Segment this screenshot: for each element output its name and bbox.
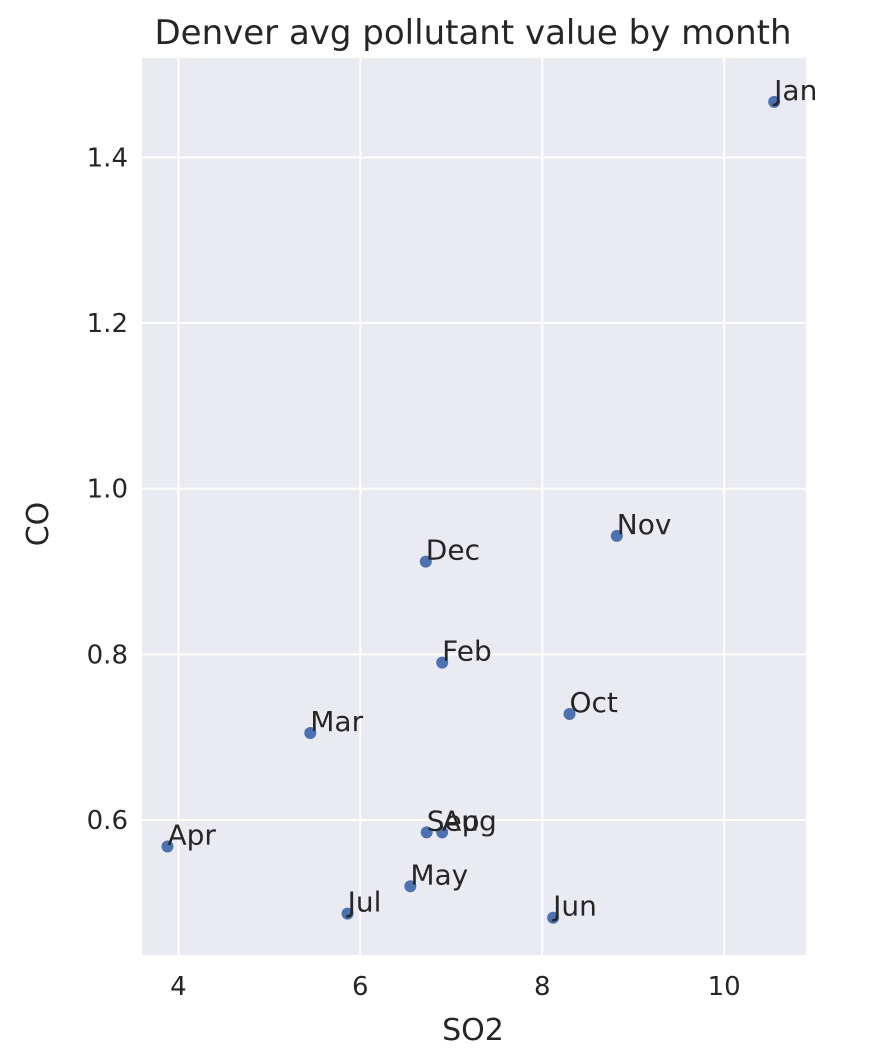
point-label-feb: Feb [442, 635, 492, 668]
x-axis-label: SO2 [442, 1013, 504, 1048]
y-tick-label: 1.4 [87, 143, 128, 173]
y-tick-label: 0.6 [87, 806, 128, 836]
point-label-aug: Aug [442, 804, 497, 837]
grid [142, 58, 806, 955]
data-point-apr [161, 840, 174, 853]
data-point-aug [436, 826, 449, 839]
x-tick-label: 10 [708, 972, 741, 1002]
chart-title: Denver avg pollutant value by month [154, 13, 791, 53]
data-point-jan [768, 95, 781, 108]
x-tick-label: 4 [170, 972, 187, 1002]
data-point-oct [563, 707, 576, 720]
point-label-mar: Mar [310, 705, 363, 738]
point-label-oct: Oct [570, 686, 618, 719]
point-label-may: May [410, 858, 468, 891]
x-tick-label: 6 [352, 972, 369, 1002]
data-point-jul [341, 907, 354, 920]
data-point-nov [610, 529, 623, 542]
y-tick-label: 1.2 [87, 309, 128, 339]
point-label-nov: Nov [617, 508, 672, 541]
data-point-mar [304, 727, 317, 740]
point-label-jan: Jan [772, 74, 817, 107]
data-point-dec [419, 555, 432, 568]
point-label-jul: Jul [346, 886, 382, 919]
data-point-feb [436, 656, 449, 669]
point-label-sep: Sep [427, 804, 480, 837]
x-tick-label: 8 [534, 972, 551, 1002]
point-label-dec: Dec [426, 534, 480, 567]
y-axis-label: CO [21, 502, 56, 547]
tick-labels: 4 6 8 10 0.6 0.8 1.0 1.2 1.4 [87, 143, 741, 1002]
point-label-apr: Apr [167, 818, 216, 851]
y-tick-label: 0.8 [87, 640, 128, 670]
data-point-sep [420, 826, 433, 839]
point-label-jun: Jun [551, 890, 597, 923]
y-tick-label: 1.0 [87, 475, 128, 505]
plot-area [142, 58, 806, 955]
data-point-jun [547, 911, 560, 924]
data-point-may [404, 880, 417, 893]
